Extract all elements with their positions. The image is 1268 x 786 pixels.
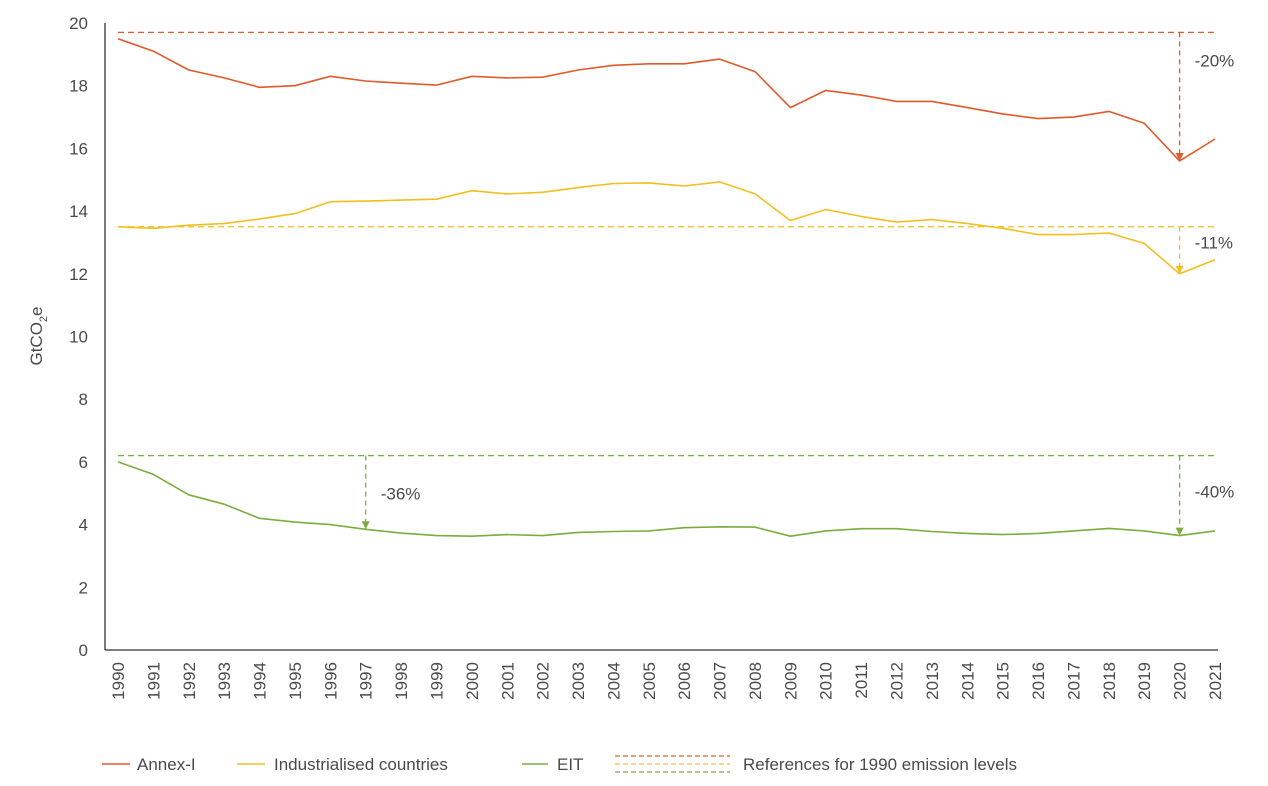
annotation-arrow-head — [361, 521, 370, 530]
annotation-arrow-head — [1175, 152, 1184, 161]
x-tick-label: 2005 — [640, 662, 659, 700]
x-tick-label: 1990 — [109, 662, 128, 700]
legend-reference-label: References for 1990 emission levels — [743, 755, 1017, 774]
x-tick-label: 1994 — [251, 662, 270, 700]
x-tick-label: 2009 — [781, 662, 800, 700]
annotation-arrow-head — [1175, 527, 1184, 536]
x-tick-label: 1993 — [215, 662, 234, 700]
axes-layer: 0 2 4 6 8 10 12 14 16 18 20 1990 1991 1992 1993 1994 199… — [27, 14, 1225, 700]
y-axis-title-main: GtCO — [27, 322, 46, 365]
y-tick-label: 8 — [79, 390, 88, 409]
y-tick-label: 12 — [69, 265, 88, 284]
x-tick-label: 1992 — [180, 662, 199, 700]
series-layer — [117, 37, 1216, 538]
y-tick-label: 2 — [79, 578, 88, 597]
y-tick-label: 18 — [69, 77, 88, 96]
legend: Annex-I Industrialised countries EIT Refere… — [102, 755, 1017, 774]
x-tick-label: 2017 — [1064, 662, 1083, 700]
annotation-label: -40% — [1195, 483, 1235, 502]
y-axis-title-subscript: 2 — [38, 316, 50, 322]
x-tick-label: 2018 — [1100, 662, 1119, 700]
series-line-industrialised-countries — [117, 181, 1216, 275]
x-tick-label: 1995 — [286, 662, 305, 700]
y-tick-label: 6 — [79, 453, 88, 472]
x-tick-label: 2021 — [1206, 662, 1225, 700]
y-axis-title: GtCO2e — [27, 306, 50, 365]
legend-label: EIT — [557, 755, 583, 774]
reference-lines-layer — [118, 31, 1218, 457]
x-tick-label: 2007 — [711, 662, 730, 700]
annotation-arrow-head — [1175, 265, 1184, 274]
x-tick-label: 2012 — [888, 662, 907, 700]
annotation-label: -36% — [381, 484, 421, 503]
x-tick-label: 2020 — [1171, 662, 1190, 700]
x-tick-label: 2014 — [958, 662, 977, 700]
x-tick-label: 1998 — [392, 662, 411, 700]
y-tick-label: 16 — [69, 139, 88, 158]
x-tick-label: 2016 — [1029, 662, 1048, 700]
x-tick-label: 2010 — [817, 662, 836, 700]
y-axis-title-suffix: e — [27, 306, 46, 315]
y-tick-label: 0 — [79, 641, 88, 660]
annotation-label: -20% — [1195, 52, 1235, 71]
annotation-label: -11% — [1195, 233, 1233, 252]
x-tick-label: 1999 — [427, 662, 446, 700]
x-tick-label: 2013 — [923, 662, 942, 700]
y-tick-label: 10 — [69, 328, 88, 347]
series-line-annex-i — [117, 37, 1216, 162]
x-tick-label: 2011 — [852, 662, 871, 699]
annotations-layer: -20% -11% -36% -40% — [361, 32, 1235, 536]
x-tick-label: 2015 — [994, 662, 1013, 700]
x-tick-label: 2019 — [1135, 662, 1154, 700]
x-tick-label: 2002 — [534, 662, 553, 700]
x-tick-label: 1997 — [357, 662, 376, 700]
x-tick-label: 2003 — [569, 662, 588, 700]
y-tick-label: 20 — [69, 14, 88, 33]
legend-label: Annex-I — [137, 755, 196, 774]
x-tick-label: 2001 — [498, 662, 517, 700]
series-line-eit — [117, 461, 1216, 538]
x-tick-label: 1996 — [321, 662, 340, 700]
x-tick-label: 1991 — [144, 662, 163, 700]
x-tick-label: 2008 — [746, 662, 765, 700]
legend-label: Industrialised countries — [274, 755, 448, 774]
x-tick-label: 2004 — [604, 662, 623, 700]
y-tick-label: 14 — [69, 202, 88, 221]
x-tick-label: 2000 — [463, 662, 482, 700]
y-tick-label: 4 — [79, 516, 88, 535]
x-tick-label: 2006 — [675, 662, 694, 700]
